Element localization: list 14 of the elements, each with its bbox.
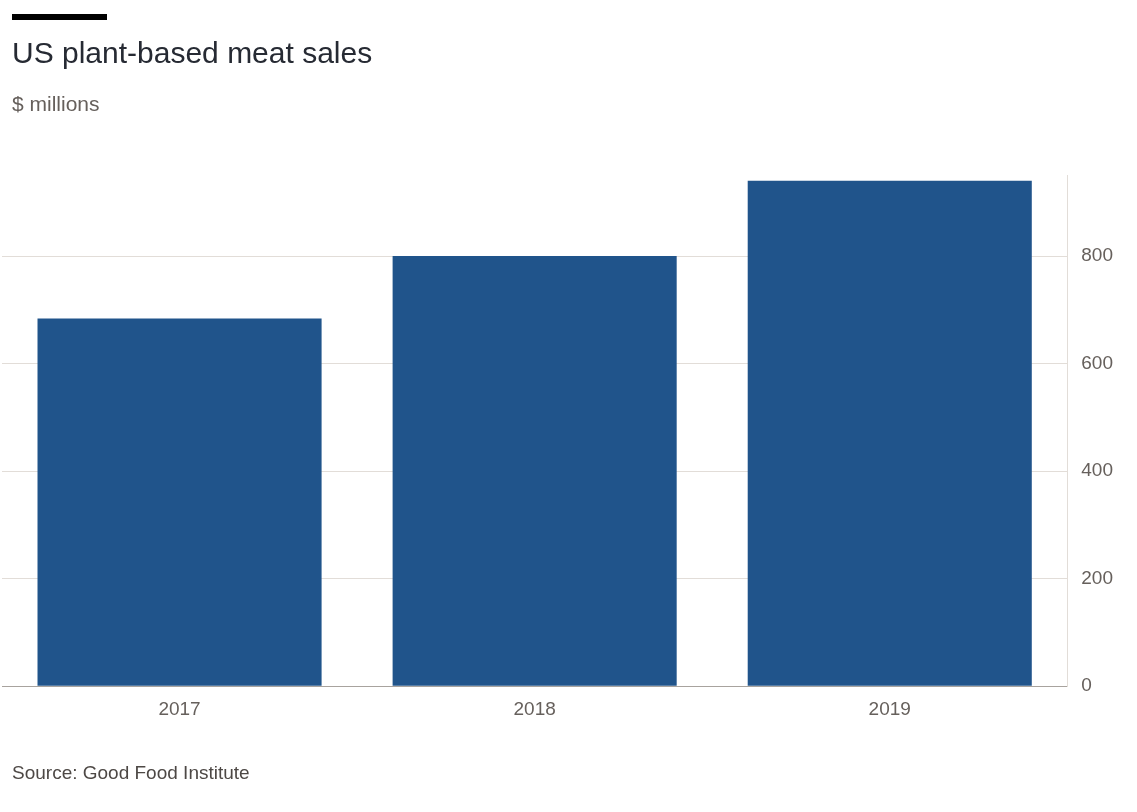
bar [37, 318, 322, 686]
x-tick-label: 2017 [158, 697, 201, 719]
y-tick-label: 200 [1081, 566, 1113, 588]
y-tick-label: 600 [1081, 351, 1113, 373]
y-tick-label: 0 [1081, 674, 1092, 696]
source-note: Source: Good Food Institute [12, 762, 250, 784]
x-tick-label: 2019 [868, 697, 911, 719]
bar [392, 256, 677, 686]
y-tick-label: 400 [1081, 459, 1113, 481]
chart-subtitle: $ millions [12, 92, 100, 116]
bar [747, 180, 1032, 686]
chart-title: US plant-based meat sales [12, 36, 373, 70]
x-tick-label: 2018 [513, 697, 556, 719]
y-tick-label: 800 [1081, 244, 1113, 266]
